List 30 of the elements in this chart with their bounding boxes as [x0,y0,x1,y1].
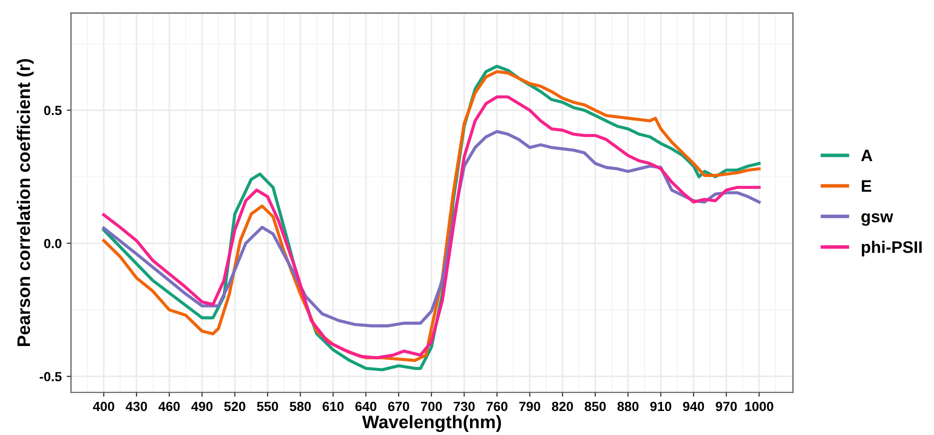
x-tick-label: 700 [420,402,442,412]
x-tick-label: 940 [683,402,704,412]
x-tick-label: 760 [486,402,508,412]
legend-label: phi-PSII [862,240,922,256]
x-axis-title: Wavelength(nm) [362,415,501,432]
x-tick-label: 640 [355,402,376,412]
x-tick-label: 820 [552,402,573,412]
legend-label: E [862,180,872,192]
x-tick-label: 790 [519,402,540,412]
y-tick-label: 0.5 [44,106,62,116]
legend-label: A [861,150,872,162]
x-tick-label: 520 [224,402,246,412]
x-tick-label: 880 [617,402,639,412]
x-tick-label: 550 [256,402,278,412]
y-tick-label: -0.5 [40,372,62,382]
legend-label: gsw [861,213,894,226]
x-tick-label: 850 [584,402,606,412]
y-tick-label: 0.0 [44,238,62,248]
x-tick-label: 670 [388,402,410,412]
x-tick-label: 580 [290,402,311,412]
x-tick-label: 910 [650,402,672,412]
x-tick-label: 460 [158,402,180,412]
y-axis-title: Pearson correlation coefficient (r) [16,59,34,346]
x-tick-label: 430 [126,402,147,412]
x-tick-label: 1000 [745,402,774,412]
x-tick-label: 610 [322,402,344,412]
x-tick-label: 970 [716,402,737,412]
x-tick-label: 490 [191,402,213,412]
x-tick-label: 400 [92,402,114,412]
x-tick-label: 730 [454,402,475,412]
